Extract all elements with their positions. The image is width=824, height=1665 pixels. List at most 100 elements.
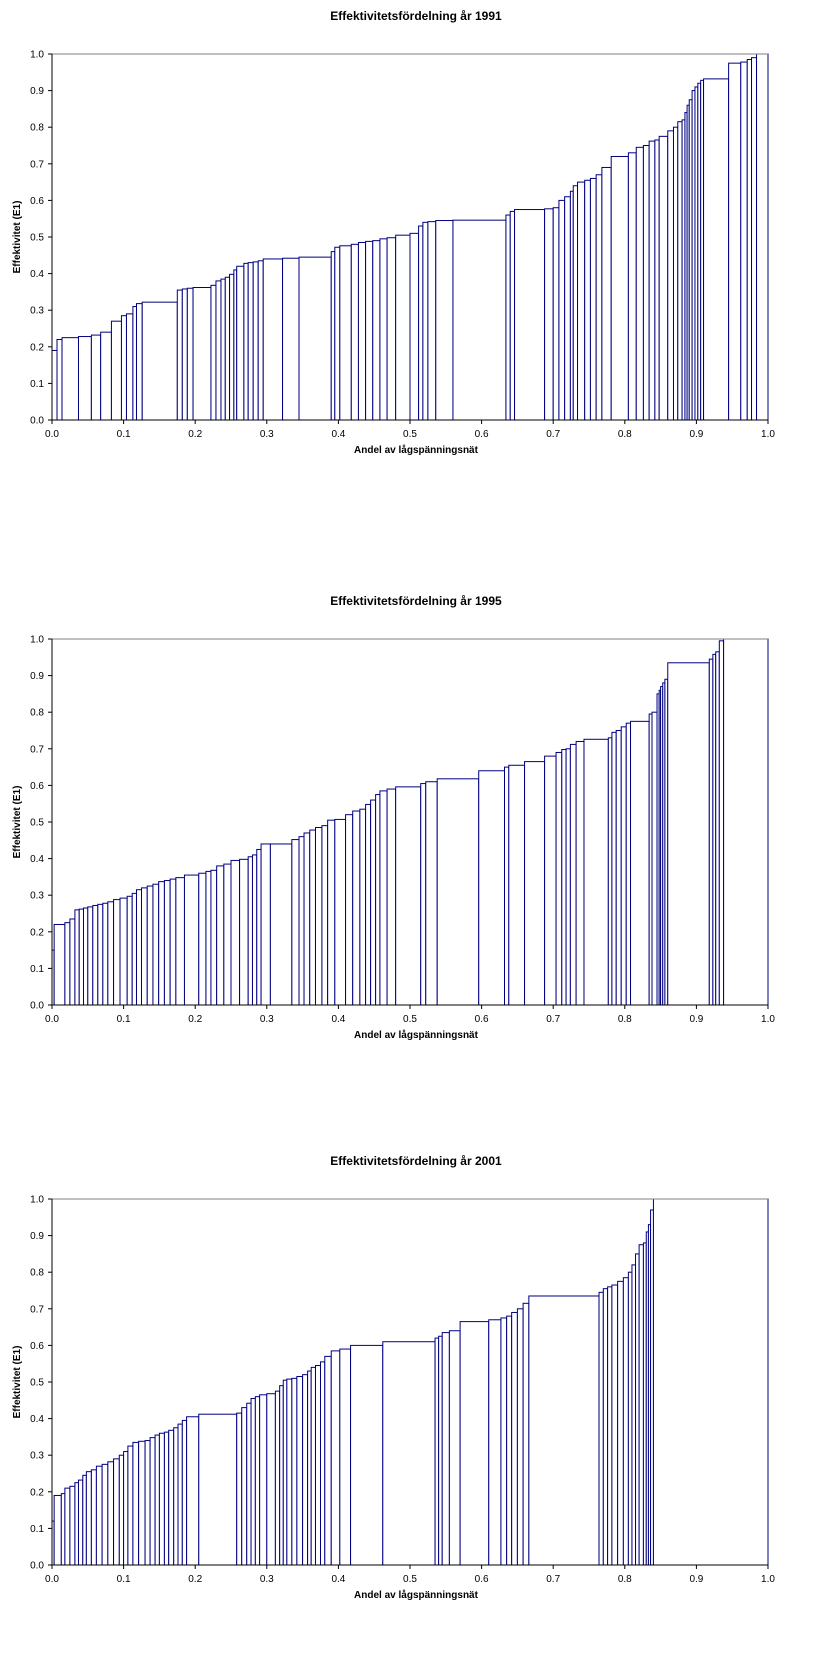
bar	[565, 748, 571, 1006]
bar	[350, 243, 359, 421]
bar	[125, 313, 134, 421]
bar	[181, 1419, 188, 1566]
bar	[51, 349, 58, 421]
bar	[751, 57, 758, 421]
bar	[247, 262, 254, 421]
bar	[269, 843, 293, 1006]
x-tick-label: 0.5	[403, 429, 417, 440]
bar	[395, 234, 411, 421]
bar	[728, 62, 742, 421]
x-tick-label: 0.7	[546, 429, 560, 440]
x-tick-label: 0.6	[475, 429, 489, 440]
bar	[524, 761, 546, 1006]
bar	[291, 839, 300, 1006]
bar	[352, 810, 361, 1006]
bar	[298, 836, 305, 1006]
y-axis-label: Effektivitet (E1)	[12, 786, 23, 859]
bar	[262, 258, 284, 421]
bar	[53, 1494, 62, 1566]
bar	[625, 722, 632, 1006]
bar	[186, 1416, 200, 1566]
bar	[216, 865, 225, 1006]
bar	[422, 221, 429, 421]
bar	[132, 1441, 140, 1566]
bar	[198, 1413, 238, 1566]
bar	[274, 1390, 281, 1566]
bar	[279, 1385, 284, 1566]
bar	[257, 260, 264, 421]
bar	[425, 781, 438, 1006]
x-tick-label: 0.1	[117, 1574, 131, 1585]
bar	[250, 1397, 256, 1566]
bar	[379, 790, 388, 1006]
bar	[100, 331, 112, 421]
bar	[83, 907, 89, 1006]
bar	[223, 863, 232, 1006]
y-tick-label: 0.1	[30, 379, 44, 390]
x-axis-label: Andel av lågspänningsnät	[354, 1029, 479, 1041]
y-tick-label: 0.7	[30, 1304, 44, 1315]
y-tick-label: 0.0	[30, 1001, 44, 1012]
bar	[123, 1451, 129, 1566]
bar	[310, 1366, 316, 1566]
bar	[382, 1341, 436, 1566]
bar	[409, 232, 420, 421]
x-tick-label: 0.3	[260, 1574, 274, 1585]
bar	[715, 651, 720, 1006]
bar	[522, 1302, 530, 1566]
bar	[266, 1393, 276, 1566]
bar	[95, 1465, 103, 1566]
bar	[509, 210, 516, 421]
bar	[90, 334, 102, 421]
bar	[418, 225, 424, 421]
bar	[627, 1271, 633, 1566]
y-tick-label: 0.5	[30, 1378, 44, 1389]
bar	[434, 1337, 440, 1566]
bar	[183, 874, 200, 1006]
y-tick-label: 0.7	[30, 159, 44, 170]
efficiency-chart-1995: Effektivitetsfördelning år 1995 0.0 0.1 0.2…	[12, 594, 775, 1041]
bar	[56, 338, 63, 421]
bar	[611, 1284, 619, 1566]
y-tick-label: 0.5	[30, 818, 44, 829]
bar	[146, 885, 154, 1006]
bar	[607, 737, 613, 1006]
x-tick-label: 0.1	[117, 429, 131, 440]
bar	[598, 1291, 604, 1566]
x-axis-label: Andel av lågspänningsnät	[354, 444, 479, 456]
bar	[303, 832, 311, 1006]
x-tick-label: 0.4	[331, 1574, 345, 1585]
x-tick-label: 0.2	[188, 1574, 202, 1585]
x-tick-label: 0.5	[403, 1014, 417, 1025]
efficiency-chart-1991: Effektivitetsfördelning år 1991 0.0 0.1 0.2…	[12, 9, 775, 456]
bar	[627, 152, 637, 421]
bar	[558, 199, 566, 421]
bar	[746, 58, 753, 421]
bar	[478, 770, 506, 1006]
bar	[254, 1396, 261, 1566]
bar	[53, 923, 66, 1006]
bar	[230, 859, 241, 1006]
bar	[215, 280, 222, 421]
bar	[302, 1374, 309, 1566]
bar	[630, 720, 650, 1006]
bar	[256, 848, 262, 1006]
y-tick-label: 0.2	[30, 342, 44, 353]
bar	[427, 221, 437, 421]
bar	[357, 241, 367, 421]
bar	[601, 166, 612, 421]
y-tick-label: 1.0	[30, 635, 44, 646]
x-axis-label: Andel av lågspänningsnät	[354, 1589, 479, 1601]
bar	[327, 819, 336, 1006]
y-tick-label: 0.8	[30, 708, 44, 719]
y-tick-label: 0.4	[30, 1414, 44, 1425]
bar	[192, 287, 212, 421]
bar	[651, 711, 658, 1006]
bar	[309, 829, 316, 1006]
bar	[615, 730, 622, 1006]
bar	[370, 799, 377, 1006]
bar	[372, 240, 381, 421]
y-tick-label: 0.2	[30, 927, 44, 938]
x-tick-label: 0.9	[689, 1574, 703, 1585]
bar	[723, 638, 769, 1006]
